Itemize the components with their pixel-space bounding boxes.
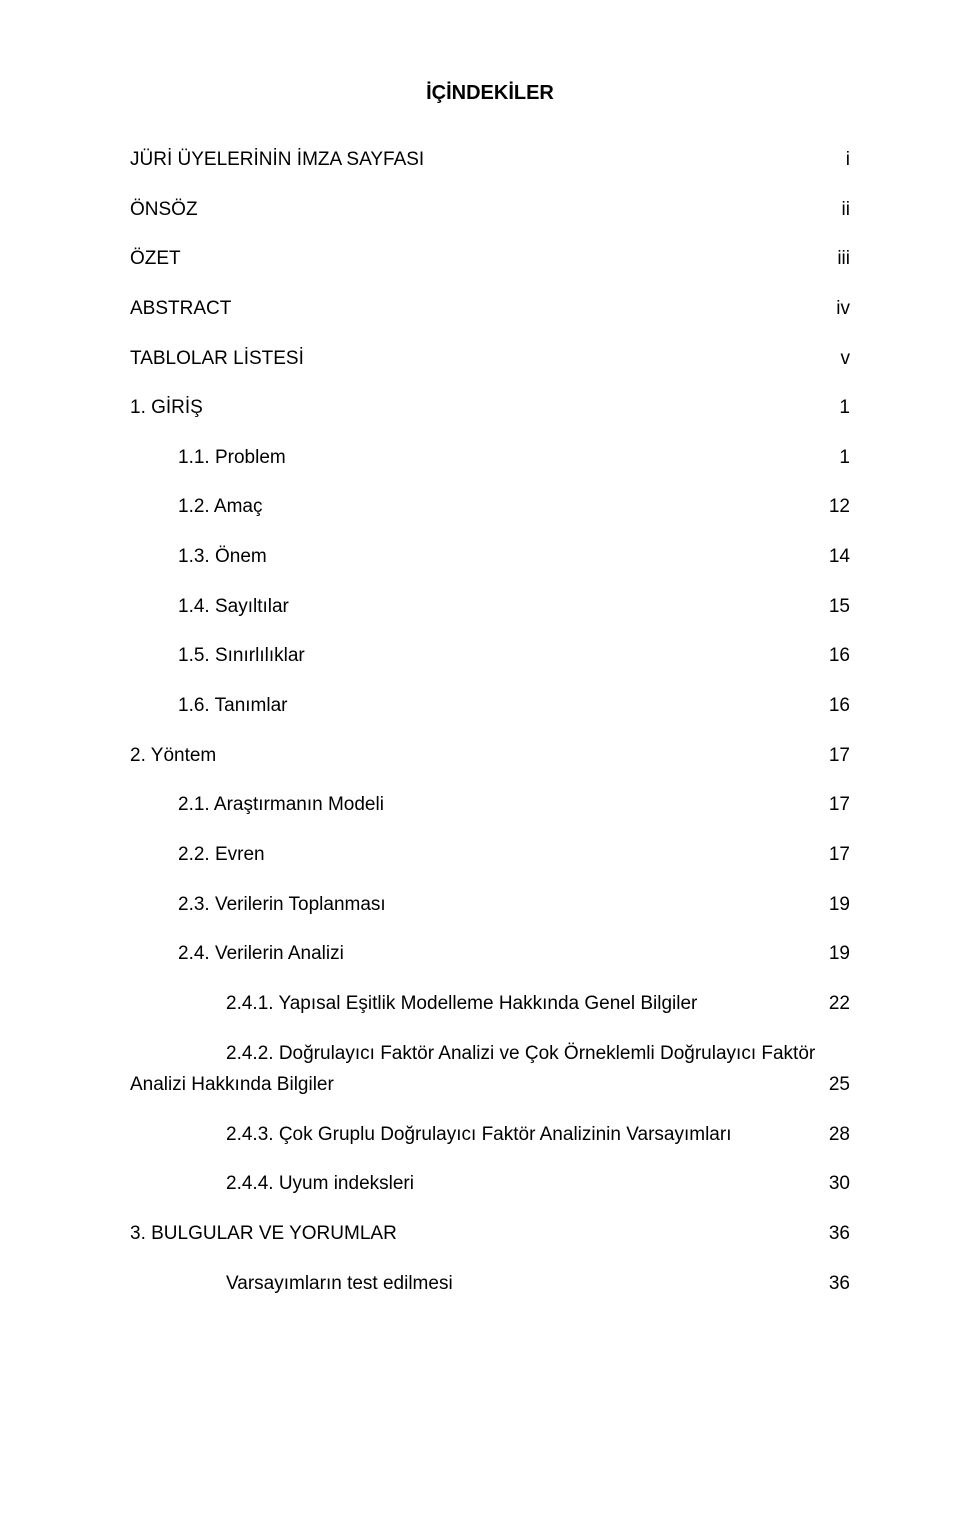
toc-label: 2.4.1. Yapısal Eşitlik Modelleme Hakkınd…: [226, 991, 697, 1017]
toc-page-number: ii: [838, 197, 850, 223]
toc-label: Varsayımların test edilmesi: [226, 1271, 453, 1297]
toc-entry: 2.4.4. Uyum indeksleri 30: [130, 1171, 850, 1197]
toc-page-number: 19: [825, 941, 850, 967]
toc-label: 3. BULGULAR VE YORUMLAR: [130, 1221, 397, 1247]
toc-page-number: iv: [832, 296, 850, 322]
toc-page-number: 1: [835, 445, 850, 471]
toc-page-number: 28: [825, 1122, 850, 1148]
toc-label: 2.4. Verilerin Analizi: [178, 941, 344, 967]
toc-label: 1.3. Önem: [178, 544, 267, 570]
toc-label: 2.4.4. Uyum indeksleri: [226, 1171, 414, 1197]
toc-page-number: 14: [825, 544, 850, 570]
toc-page-number: 17: [825, 792, 850, 818]
toc-entry: Varsayımların test edilmesi 36: [130, 1271, 850, 1297]
toc-entry: JÜRİ ÜYELERİNİN İMZA SAYFASI i: [130, 147, 850, 173]
toc-entry: 2.4. Verilerin Analizi 19: [130, 941, 850, 967]
toc-entry: 2.4.1. Yapısal Eşitlik Modelleme Hakkınd…: [130, 991, 850, 1017]
toc-page-number: 36: [825, 1221, 850, 1247]
toc-label: 2. Yöntem: [130, 743, 216, 769]
toc-page-number: 25: [825, 1072, 850, 1098]
toc-page-number: 22: [825, 991, 850, 1017]
toc-label: ÖNSÖZ: [130, 197, 198, 223]
toc-entry: ABSTRACT iv: [130, 296, 850, 322]
page: İÇİNDEKİLER JÜRİ ÜYELERİNİN İMZA SAYFASI…: [0, 0, 960, 1513]
toc-entry: 1.1. Problem 1: [130, 445, 850, 471]
toc-label: 1. GİRİŞ: [130, 395, 203, 421]
toc-entry: 3. BULGULAR VE YORUMLAR 36: [130, 1221, 850, 1247]
toc-entry: 1.2. Amaç 12: [130, 494, 850, 520]
toc-list-before: JÜRİ ÜYELERİNİN İMZA SAYFASI i ÖNSÖZ ii ÖZET…: [130, 147, 850, 1017]
toc-page-number: i: [842, 147, 850, 173]
toc-page-number: 17: [825, 743, 850, 769]
toc-label: ABSTRACT: [130, 296, 231, 322]
toc-entry: TABLOLAR LİSTESİ v: [130, 346, 850, 372]
toc-page-number: 36: [825, 1271, 850, 1297]
toc-list-after: 2.4.3. Çok Gruplu Doğrulayıcı Faktör Ana…: [130, 1122, 850, 1297]
toc-entry-wrapped: 2.4.2. Doğrulayıcı Faktör Analizi ve Çok…: [130, 1041, 850, 1098]
toc-entry: 2. Yöntem 17: [130, 743, 850, 769]
toc-entry: 2.4.3. Çok Gruplu Doğrulayıcı Faktör Ana…: [130, 1122, 850, 1148]
toc-page-number: 15: [825, 594, 850, 620]
toc-label: ÖZET: [130, 246, 181, 272]
toc-label: TABLOLAR LİSTESİ: [130, 346, 304, 372]
toc-entry: ÖNSÖZ ii: [130, 197, 850, 223]
toc-page-number: 12: [825, 494, 850, 520]
toc-label: Analizi Hakkında Bilgiler: [130, 1072, 334, 1098]
toc-entry: 2.3. Verilerin Toplanması 19: [130, 892, 850, 918]
toc-title: İÇİNDEKİLER: [130, 80, 850, 107]
toc-label: 1.4. Sayıltılar: [178, 594, 289, 620]
toc-label: 1.2. Amaç: [178, 494, 263, 520]
toc-page-number: 19: [825, 892, 850, 918]
toc-label: JÜRİ ÜYELERİNİN İMZA SAYFASI: [130, 147, 424, 173]
toc-label: 2.2. Evren: [178, 842, 265, 868]
toc-entry: 1.6. Tanımlar 16: [130, 693, 850, 719]
toc-entry: 2.2. Evren 17: [130, 842, 850, 868]
toc-page-number: iii: [833, 246, 850, 272]
toc-label: 1.1. Problem: [178, 445, 286, 471]
toc-label: 2.3. Verilerin Toplanması: [178, 892, 386, 918]
toc-page-number: 1: [835, 395, 850, 421]
toc-page-number: v: [837, 346, 851, 372]
toc-entry: 2.1. Araştırmanın Modeli 17: [130, 792, 850, 818]
toc-entry: 1.5. Sınırlılıklar 16: [130, 643, 850, 669]
toc-wrapped-line1: 2.4.2. Doğrulayıcı Faktör Analizi ve Çok…: [130, 1041, 850, 1067]
toc-entry: 1.3. Önem 14: [130, 544, 850, 570]
toc-label: 1.5. Sınırlılıklar: [178, 643, 305, 669]
toc-page-number: 17: [825, 842, 850, 868]
toc-label: 2.1. Araştırmanın Modeli: [178, 792, 384, 818]
toc-wrapped-line2: Analizi Hakkında Bilgiler 25: [130, 1072, 850, 1098]
toc-page-number: 16: [825, 693, 850, 719]
toc-page-number: 16: [825, 643, 850, 669]
toc-page-number: 30: [825, 1171, 850, 1197]
toc-entry: 1.4. Sayıltılar 15: [130, 594, 850, 620]
toc-label: 2.4.3. Çok Gruplu Doğrulayıcı Faktör Ana…: [226, 1122, 731, 1148]
toc-label: 1.6. Tanımlar: [178, 693, 287, 719]
toc-entry: ÖZET iii: [130, 246, 850, 272]
toc-entry: 1. GİRİŞ 1: [130, 395, 850, 421]
